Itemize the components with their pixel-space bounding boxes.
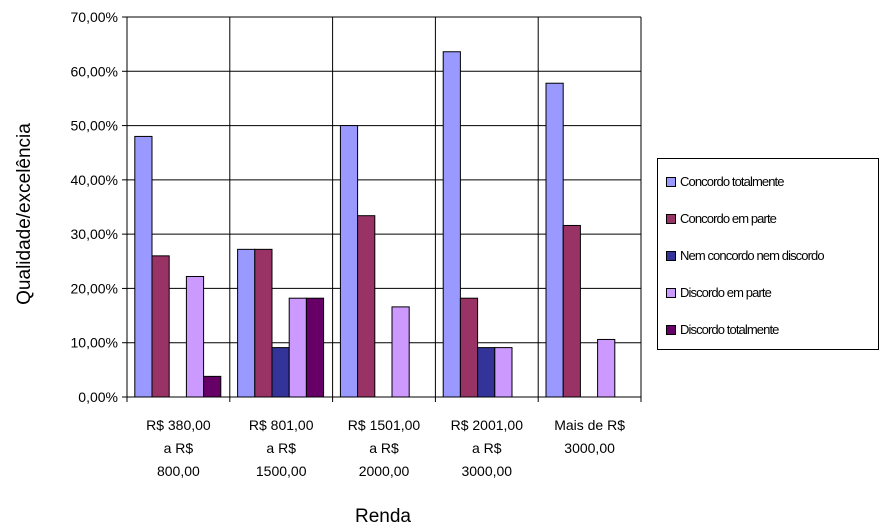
x-tick-label: 1500,00 (256, 463, 307, 479)
bar (494, 347, 513, 398)
legend-item: Discordo em parte (666, 285, 772, 301)
x-axis-label: Renda (355, 506, 411, 527)
legend-item: Discordo totalmente (666, 322, 779, 338)
bar (151, 255, 170, 398)
bar (562, 224, 581, 398)
legend-label: Nem concordo nem discordo (680, 248, 825, 263)
bar (339, 125, 359, 398)
bar (442, 51, 461, 398)
x-tick-label: Mais de R$ (554, 417, 625, 433)
gridlines (126, 16, 642, 398)
legend-label: Concordo em parte (680, 211, 777, 226)
legend-swatch (666, 176, 676, 187)
bar (271, 347, 290, 398)
x-tick-label: 3000,00 (564, 440, 615, 456)
y-tick-label: 50,00% (71, 118, 118, 134)
bar (391, 306, 410, 398)
legend-item: Concordo totalmente (666, 174, 784, 190)
bar (237, 248, 256, 398)
bar (357, 215, 376, 398)
x-tick-label: R$ 1501,00 (348, 417, 421, 433)
legend-item: Nem concordo nem discordo (666, 248, 825, 264)
axes (122, 16, 642, 402)
bar (288, 297, 307, 398)
x-tick-label: a R$ (472, 440, 502, 456)
y-tick-label: 20,00% (71, 280, 118, 296)
legend-swatch (666, 324, 676, 335)
y-tick-label: 10,00% (71, 335, 118, 351)
legend-label: Discordo em parte (680, 285, 772, 300)
bar (477, 347, 496, 398)
x-tick-label: 2000,00 (359, 463, 410, 479)
legend-label: Discordo totalmente (680, 322, 779, 337)
x-tick-label: a R$ (164, 440, 194, 456)
x-tick-label: R$ 380,00 (146, 417, 211, 433)
legend-label: Concordo totalmente (680, 174, 784, 189)
bars (134, 51, 616, 398)
y-tick-label: 40,00% (71, 172, 118, 188)
bar (134, 135, 153, 398)
legend: Concordo totalmente Concordo em parte Nem … (657, 158, 879, 350)
bar (459, 297, 479, 398)
y-tick-label: 70,00% (71, 9, 118, 25)
x-tick-label: R$ 2001,00 (451, 417, 524, 433)
legend-swatch (666, 287, 676, 298)
x-tick-label: 3000,00 (461, 463, 512, 479)
bar (597, 338, 616, 398)
bar (545, 82, 564, 398)
x-tick-label: a R$ (369, 440, 399, 456)
bar (203, 375, 222, 398)
bar (185, 275, 205, 398)
x-tick-label: R$ 801,00 (249, 417, 314, 433)
y-tick-label: 30,00% (71, 226, 118, 242)
y-tick-label: 0,00% (78, 389, 118, 405)
legend-item: Concordo em parte (666, 211, 777, 227)
y-tick-label: 60,00% (71, 63, 118, 79)
legend-swatch (666, 250, 676, 261)
y-axis-label: Qualidade/excelência (14, 123, 35, 305)
x-tick-labels: R$ 380,00 a R$ 800,00 R$ 801,00 a R$ 1500,00 R… (146, 417, 625, 479)
bar (305, 297, 325, 398)
x-tick-label: 800,00 (157, 463, 200, 479)
x-tick-label: a R$ (266, 440, 296, 456)
y-tick-labels: 0,00% 10,00% 20,00% 30,00% 40,00% 50,00% 60,00… (71, 9, 118, 405)
bar (254, 248, 273, 398)
legend-swatch (666, 213, 676, 224)
